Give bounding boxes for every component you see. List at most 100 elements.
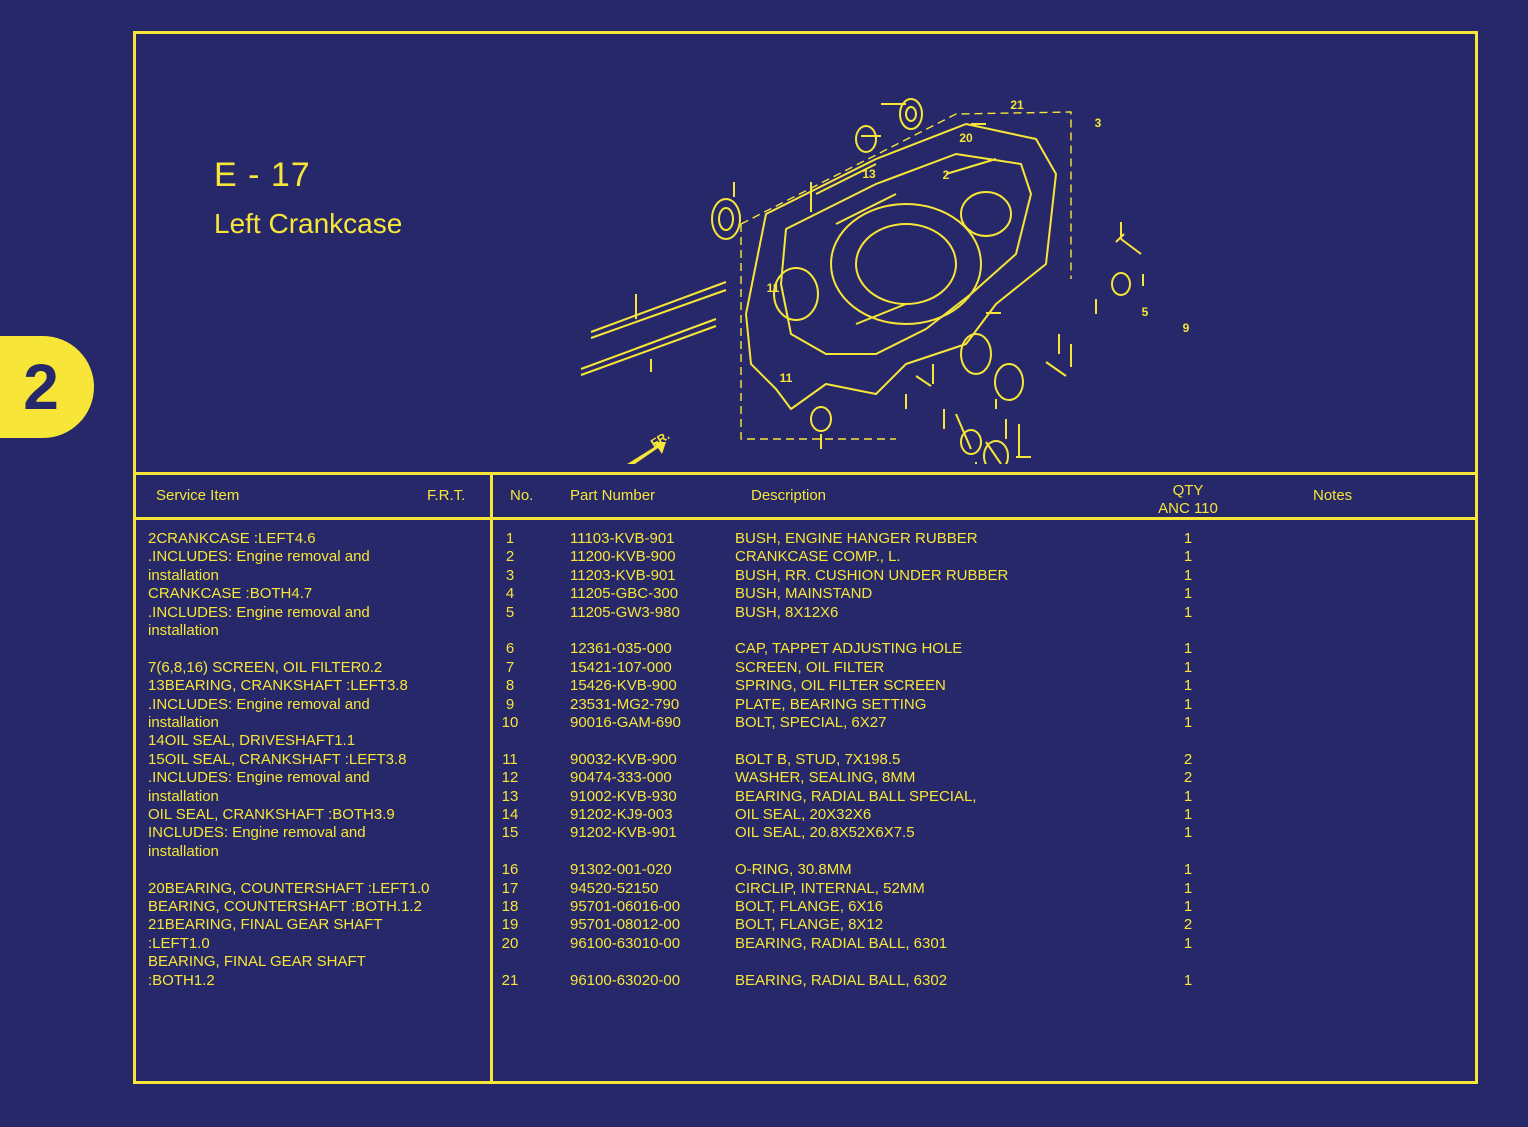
part-no: 10 (501, 714, 519, 731)
part-no: 14 (501, 806, 519, 823)
part-number: 15421-107-000 (570, 658, 672, 676)
header-frt: F.R.T. (427, 487, 466, 504)
part-number: 90016-GAM-690 (570, 714, 681, 731)
part-row[interactable]: 3 11203-KVB-901 BUSH, RR. CUSHION UNDER RU… (136, 567, 1436, 585)
part-row[interactable]: 5 11205-GW3-980 BUSH, 8X12X6 1 (136, 604, 1436, 622)
callout-11-lower: 11 (780, 371, 793, 385)
service-item-row: 20BEARING, COUNTERSHAFT :LEFT1.0 (148, 880, 478, 898)
service-item-text: BEARING, FINAL GEAR SHAFT (148, 953, 366, 971)
service-item-row: installation (148, 714, 478, 732)
part-no: 21 (501, 971, 519, 989)
part-description: O-RING, 30.8MM (735, 861, 852, 879)
service-item-frt: 4.6 (294, 530, 316, 547)
part-number: 11205-GBC-300 (570, 585, 679, 603)
service-item-text: INCLUDES: Engine removal and (148, 824, 366, 842)
part-number: 96100-63020-00 (570, 971, 681, 989)
part-row[interactable]: 9 23531-MG2-790 PLATE, BEARING SETTING 1 (136, 696, 1436, 714)
part-row[interactable]: 10 90016-GAM-690 BOLT, SPECIAL, 6X27 1 (136, 714, 1436, 732)
callout-20: 20 (959, 131, 973, 145)
part-description: SPRING, OIL FILTER SCREEN (735, 677, 946, 695)
section-tab[interactable]: 2 (0, 336, 94, 438)
part-row[interactable]: 21 96100-63020-00 BEARING, RADIAL BALL, 63… (136, 972, 1436, 990)
part-no: 18 (501, 898, 519, 915)
callout-13: 13 (862, 167, 876, 181)
callout-11-upper: 11 (767, 281, 780, 295)
part-qty: 1 (1183, 530, 1193, 547)
table-top-border (136, 472, 1475, 475)
part-number: 95701-06016-00 (570, 898, 681, 915)
service-item-text: :BOTH (148, 971, 194, 989)
part-number: 11205-GW3-980 (570, 603, 680, 621)
part-number: 94520-52150 (570, 879, 659, 897)
part-qty: 2 (1183, 769, 1193, 787)
part-qty: 1 (1183, 548, 1193, 566)
service-item-row: CRANKCASE :BOTH4.7 (148, 585, 478, 603)
part-row[interactable]: 20 96100-63010-00 BEARING, RADIAL BALL, 63… (136, 935, 1436, 953)
part-row[interactable]: 19 95701-08012-00 BOLT, FLANGE, 8X12 2 (136, 916, 1436, 934)
diagram-code-title: E - 17 (214, 156, 311, 194)
service-item-row: BEARING, COUNTERSHAFT :BOTH.1.2 (148, 898, 478, 916)
part-row[interactable]: 14 91202-KJ9-003 OIL SEAL, 20X32X6 1 (136, 806, 1436, 824)
part-no: 15 (501, 824, 519, 842)
header-part-number: Part Number (570, 487, 656, 504)
service-item-row: installation (148, 788, 478, 806)
part-qty: 1 (1183, 898, 1193, 915)
part-qty: 1 (1183, 714, 1193, 731)
part-row[interactable]: 2 11200-KVB-900 CRANKCASE COMP., L. 1 (136, 548, 1436, 566)
part-qty: 1 (1183, 603, 1193, 621)
part-description: BUSH, ENGINE HANGER RUBBER (735, 530, 978, 547)
header-description: Description (751, 487, 827, 504)
part-row[interactable]: 18 95701-06016-00 BOLT, FLANGE, 6X16 1 (136, 898, 1436, 916)
header-no: No. (510, 487, 534, 504)
service-item-number: 14 (148, 732, 165, 750)
part-no: 17 (501, 879, 519, 897)
service-item-row: 21BEARING, FINAL GEAR SHAFT (148, 916, 478, 934)
service-item-row: 14OIL SEAL, DRIVESHAFT1.1 (148, 732, 478, 750)
service-item-row: 7(6,8,16) SCREEN, OIL FILTER0.2 (148, 659, 478, 677)
diagram-name-title: Left Crankcase (214, 208, 403, 239)
service-item-number: 7 (148, 658, 157, 676)
part-row[interactable]: 7 15421-107-000 SCREEN, OIL FILTER 1 (136, 659, 1436, 677)
part-row[interactable]: 4 11205-GBC-300 BUSH, MAINSTAND 1 (136, 585, 1436, 603)
part-row[interactable]: 11 90032-KVB-900 BOLT B, STUD, 7X198.5 2 (136, 751, 1436, 769)
part-qty: 1 (1183, 971, 1193, 989)
part-description: BOLT, FLANGE, 8X12 (735, 916, 884, 934)
part-number: 91002-KVB-930 (570, 787, 677, 805)
part-no: 4 (505, 585, 515, 603)
part-row[interactable]: 15 91202-KVB-901 OIL SEAL, 20.8X52X6X7.5 1 (136, 824, 1436, 842)
part-qty: 1 (1183, 695, 1193, 713)
service-item-row: :LEFT1.0 (148, 935, 478, 953)
part-row[interactable]: 1 11103-KVB-901 BUSH, ENGINE HANGER RUBBER… (136, 530, 1436, 548)
part-row[interactable]: 17 94520-52150 CIRCLIP, INTERNAL, 52MM 1 (136, 880, 1436, 898)
part-description: PLATE, BEARING SETTING (735, 695, 927, 713)
service-item-text: .INCLUDES: Engine removal and (148, 603, 370, 621)
part-row[interactable]: 13 91002-KVB-930 BEARING, RADIAL BALL SPEC… (136, 788, 1436, 806)
service-item-row: :BOTH1.2 (148, 972, 478, 990)
part-row[interactable]: 12 90474-333-000 WASHER, SEALING, 8MM 2 (136, 769, 1436, 787)
part-description: SCREEN, OIL FILTER (735, 658, 885, 676)
service-item-row: .INCLUDES: Engine removal and (148, 548, 478, 566)
part-no: 3 (505, 566, 515, 584)
service-item-text: OIL SEAL, DRIVESHAFT (164, 732, 335, 750)
part-qty: 1 (1183, 677, 1193, 695)
part-description: BUSH, MAINSTAND (735, 585, 873, 603)
table-header-border (136, 517, 1475, 520)
part-row[interactable]: 8 15426-KVB-900 SPRING, OIL FILTER SCREEN 1 (136, 677, 1436, 695)
part-no: 20 (501, 934, 519, 952)
part-number: 96100-63010-00 (570, 934, 681, 952)
service-item-frt: 1.0 (188, 934, 210, 952)
part-row[interactable]: 6 12361-035-000 CAP, TAPPET ADJUSTING HOLE… (136, 640, 1436, 658)
part-qty: 1 (1183, 879, 1193, 897)
callout-5: 5 (1142, 305, 1149, 319)
part-qty: 1 (1183, 787, 1193, 805)
part-no: 8 (505, 677, 515, 695)
service-item-number: 13 (148, 677, 165, 695)
service-item-text: BEARING, COUNTERSHAFT :LEFT (164, 879, 409, 897)
service-item-row: 2CRANKCASE :LEFT4.6 (148, 530, 478, 548)
svg-text:FR.: FR. (648, 428, 672, 450)
part-row[interactable]: 16 91302-001-020 O-RING, 30.8MM 1 (136, 861, 1436, 879)
service-item-row: INCLUDES: Engine removal and (148, 824, 478, 842)
part-description: OIL SEAL, 20.8X52X6X7.5 (735, 824, 915, 842)
part-no: 2 (505, 548, 515, 566)
exploded-diagram[interactable]: FR. 21 20 3 13 2 12 19 14 11 11 5 9 (576, 64, 1284, 474)
